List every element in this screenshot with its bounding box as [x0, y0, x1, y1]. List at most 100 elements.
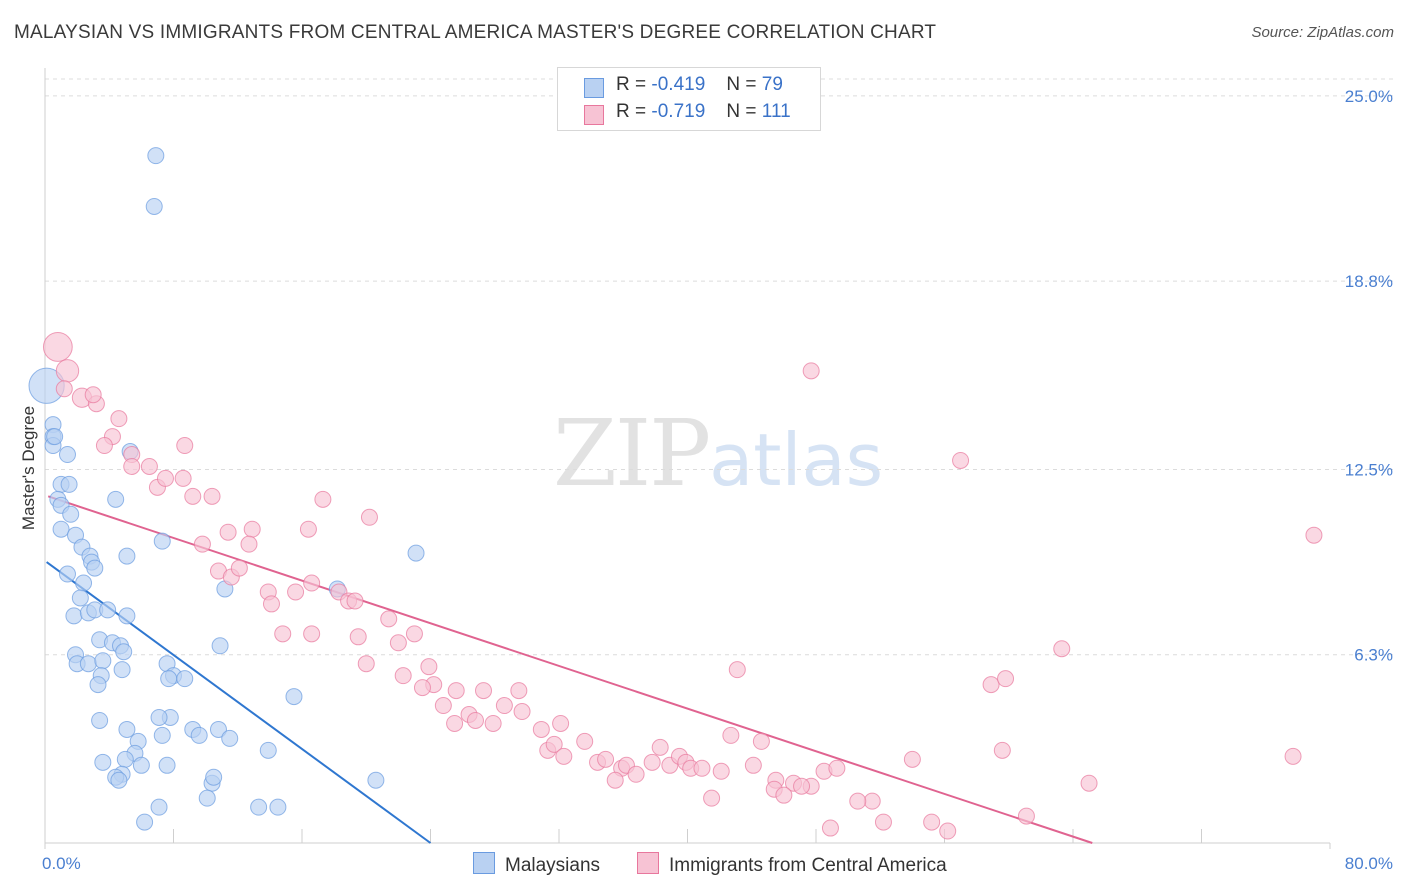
y-tick-label: 25.0% [1345, 87, 1393, 106]
malaysian-point [58, 565, 76, 583]
immigrant-point [532, 720, 550, 738]
immigrant-point [140, 457, 158, 475]
immigrant-point [903, 750, 921, 768]
bottom-legend-immigrants: Immigrants from Central America [637, 852, 947, 877]
malaysian-point [150, 798, 168, 816]
immigrant-point [230, 559, 248, 577]
legend-n-value: 79 [761, 74, 783, 95]
malaysian-point [58, 446, 76, 464]
malaysian-point [269, 798, 287, 816]
bottom-legend-malaysians: Malaysians [473, 852, 600, 877]
immigrant-point [828, 759, 846, 777]
malaysian-point [113, 661, 131, 679]
immigrant-point [651, 738, 669, 756]
watermark-zip: ZIP [553, 400, 711, 507]
immigrant-point [923, 813, 941, 831]
immigrant-point [849, 792, 867, 810]
immigrant-point [993, 741, 1011, 759]
immigrant-point [123, 457, 141, 475]
immigrant-point [952, 451, 970, 469]
immigrant-point [95, 437, 113, 455]
legend-r-value: -0.719 [651, 101, 706, 122]
legend-r-label: R = [616, 74, 647, 95]
malaysian-point [145, 197, 163, 215]
source-label: Source: ZipAtlas.com [1251, 24, 1394, 41]
legend-swatch-blue [584, 78, 604, 98]
immigrant-point [193, 535, 211, 553]
tick-labels: 6.3% 12.5% 18.8% 25.0% 0.0% 80.0% [42, 87, 1393, 873]
immigrant-point [394, 667, 412, 685]
immigrant-point [299, 520, 317, 538]
malaysian-point [198, 789, 216, 807]
malaysian-point [107, 490, 125, 508]
legend-n-value: 111 [761, 101, 791, 122]
immigrant-point [997, 670, 1015, 688]
immigrant-point [274, 625, 292, 643]
immigrant-point [405, 625, 423, 643]
immigrant-point [1080, 774, 1098, 792]
malaysian-point [205, 768, 223, 786]
immigrant-point [203, 487, 221, 505]
immigrant-point [184, 487, 202, 505]
malaysian-point [221, 729, 239, 747]
immigrant-point [176, 437, 194, 455]
watermark-atlas: atlas [709, 418, 884, 502]
y-tick-label: 6.3% [1354, 646, 1393, 665]
immigrant-point [627, 765, 645, 783]
immigrant-point [513, 703, 531, 721]
immigrant-point [874, 813, 892, 831]
immigrant-point [552, 714, 570, 732]
malaysian-point [158, 756, 176, 774]
immigrant-point [752, 732, 770, 750]
malaysian-point [94, 652, 112, 670]
immigrant-trend-line [47, 495, 1093, 844]
immigrant-point [434, 697, 452, 715]
malaysian-point [285, 688, 303, 706]
immigrant-point [303, 625, 321, 643]
immigrant-point [555, 747, 573, 765]
immigrant-point [693, 759, 711, 777]
malaysian-point [211, 637, 229, 655]
immigrant-point [495, 697, 513, 715]
immigrant-point [475, 682, 493, 700]
immigrant-point [110, 410, 128, 428]
scatter-points [28, 147, 1323, 840]
malaysian-point [52, 520, 70, 538]
malaysian-point [71, 589, 89, 607]
y-tick-label: 12.5% [1345, 460, 1393, 479]
bottom-legend-swatch-blue [473, 852, 495, 874]
immigrant-point [775, 786, 793, 804]
malaysian-point [116, 750, 134, 768]
x-tick-label: 80.0% [1345, 854, 1393, 873]
immigrant-point [1284, 747, 1302, 765]
malaysian-point [79, 655, 97, 673]
bottom-legend-swatch-pink [637, 852, 659, 874]
malaysian-point [153, 532, 171, 550]
immigrant-point [84, 386, 102, 404]
malaysian-point [367, 771, 385, 789]
legend-r-label: R = [616, 101, 647, 122]
malaysian-point [110, 771, 128, 789]
malaysian-point [118, 720, 136, 738]
watermark: ZIPatlas [553, 400, 883, 507]
malaysian-point [91, 711, 109, 729]
immigrant-point [389, 634, 407, 652]
immigrant-point [156, 469, 174, 487]
immigrant-point [545, 735, 563, 753]
x-tick-label: 0.0% [42, 854, 81, 873]
correlation-legend: R = -0.419 N = 79 R = -0.719 N = 111 [557, 67, 821, 131]
malaysian-point [150, 708, 168, 726]
y-axis-label: Master's Degree [19, 406, 38, 530]
immigrant-point [728, 661, 746, 679]
malaysian-point [86, 559, 104, 577]
malaysian-point [118, 607, 136, 625]
malaysian-point [190, 726, 208, 744]
malaysian-point [160, 670, 178, 688]
immigrant-point [42, 332, 73, 362]
bottom-legend-label: Malaysians [505, 855, 601, 876]
immigrant-point [303, 574, 321, 592]
legend-n-label: N = [726, 74, 757, 95]
malaysian-point [250, 798, 268, 816]
immigrant-point [1305, 526, 1323, 544]
